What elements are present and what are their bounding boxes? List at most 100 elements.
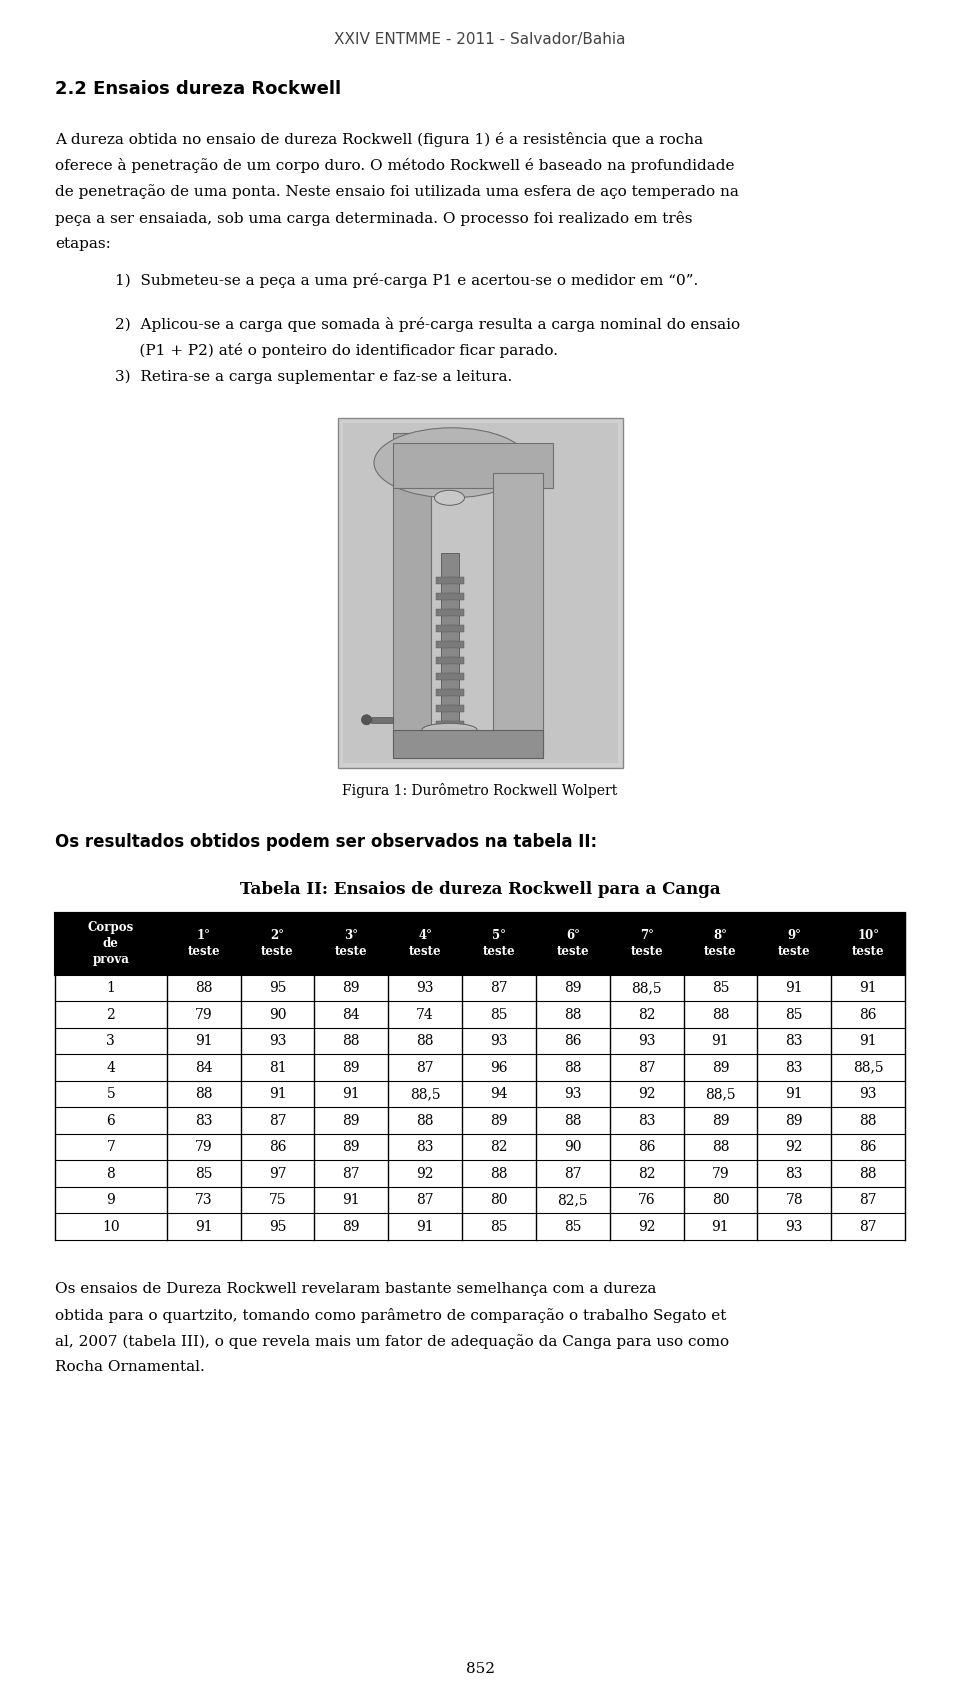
Bar	[55, 1002, 905, 1028]
Text: 88: 88	[195, 1087, 212, 1101]
Text: 89: 89	[343, 1060, 360, 1075]
Text: 97: 97	[269, 1167, 286, 1181]
Text: 91: 91	[859, 1034, 876, 1048]
Text: 852: 852	[466, 1661, 494, 1677]
Bar	[55, 1213, 905, 1241]
Text: 87: 87	[269, 1113, 286, 1128]
Bar	[393, 729, 542, 758]
Text: 92: 92	[637, 1220, 656, 1234]
Text: 10°
teste: 10° teste	[852, 929, 884, 958]
Text: 87: 87	[343, 1167, 360, 1181]
Bar	[436, 705, 464, 712]
Text: 85: 85	[491, 1007, 508, 1022]
Text: 84: 84	[343, 1007, 360, 1022]
Bar	[55, 1133, 905, 1160]
Text: 88: 88	[564, 1007, 582, 1022]
Text: 88: 88	[711, 1007, 730, 1022]
Text: (P1 + P2) até o ponteiro do identificador ficar parado.: (P1 + P2) até o ponteiro do identificado…	[115, 344, 558, 358]
Text: 93: 93	[859, 1087, 876, 1101]
Text: 91: 91	[195, 1034, 212, 1048]
Text: 91: 91	[785, 982, 804, 995]
Bar	[436, 608, 464, 615]
Text: 1°
teste: 1° teste	[187, 929, 220, 958]
Text: 89: 89	[343, 1220, 360, 1234]
Text: 88: 88	[343, 1034, 360, 1048]
Text: 91: 91	[343, 1087, 360, 1101]
Text: 91: 91	[343, 1193, 360, 1206]
Text: 86: 86	[564, 1034, 582, 1048]
Text: 83: 83	[785, 1034, 803, 1048]
Text: 93: 93	[269, 1034, 286, 1048]
Text: 4°
teste: 4° teste	[409, 929, 442, 958]
Text: 80: 80	[491, 1193, 508, 1206]
Text: 79: 79	[195, 1007, 212, 1022]
Text: 87: 87	[417, 1060, 434, 1075]
Text: 7°
teste: 7° teste	[631, 929, 663, 958]
Text: 93: 93	[491, 1034, 508, 1048]
Text: 88: 88	[564, 1113, 582, 1128]
Text: 91: 91	[711, 1220, 730, 1234]
Text: 91: 91	[417, 1220, 434, 1234]
Text: 75: 75	[269, 1193, 286, 1206]
Text: 2.2 Ensaios dureza Rockwell: 2.2 Ensaios dureza Rockwell	[55, 80, 341, 99]
Bar	[441, 552, 459, 733]
Text: 87: 87	[637, 1060, 656, 1075]
Text: 81: 81	[269, 1060, 286, 1075]
Bar	[436, 673, 464, 680]
Text: 91: 91	[859, 982, 876, 995]
Bar	[492, 472, 542, 753]
Text: 88: 88	[859, 1167, 876, 1181]
Text: 96: 96	[491, 1060, 508, 1075]
Text: Os resultados obtidos podem ser observados na tabela II:: Os resultados obtidos podem ser observad…	[55, 833, 597, 850]
Text: 89: 89	[564, 982, 582, 995]
Text: 95: 95	[269, 1220, 286, 1234]
Text: 89: 89	[343, 1140, 360, 1154]
Text: 85: 85	[195, 1167, 212, 1181]
Text: 3)  Retira-se a carga suplementar e faz-se a leitura.: 3) Retira-se a carga suplementar e faz-s…	[115, 370, 513, 383]
Bar	[55, 913, 905, 975]
Text: 88: 88	[711, 1140, 730, 1154]
Text: peça a ser ensaiada, sob uma carga determinada. O processo foi realizado em três: peça a ser ensaiada, sob uma carga deter…	[55, 211, 692, 225]
Text: 86: 86	[859, 1140, 876, 1154]
Text: Figura 1: Durômetro Rockwell Wolpert: Figura 1: Durômetro Rockwell Wolpert	[343, 782, 617, 797]
Text: 85: 85	[785, 1007, 803, 1022]
Text: 85: 85	[491, 1220, 508, 1234]
Text: 79: 79	[711, 1167, 730, 1181]
Text: 93: 93	[785, 1220, 803, 1234]
Text: 7: 7	[107, 1140, 115, 1154]
Bar	[393, 433, 430, 753]
Text: 84: 84	[195, 1060, 212, 1075]
Text: oferece à penetração de um corpo duro. O método Rockwell é baseado na profundida: oferece à penetração de um corpo duro. O…	[55, 158, 734, 174]
Text: 1)  Submeteu-se a peça a uma pré-carga P1 e acertou-se o medidor em “0”.: 1) Submeteu-se a peça a uma pré-carga P1…	[115, 273, 698, 288]
Bar	[436, 593, 464, 600]
Text: 9°
teste: 9° teste	[778, 929, 810, 958]
Text: 88: 88	[491, 1167, 508, 1181]
Text: 88,5: 88,5	[632, 982, 661, 995]
Text: 89: 89	[785, 1113, 803, 1128]
Text: Corpos
de
prova: Corpos de prova	[87, 922, 134, 966]
Text: 4: 4	[107, 1060, 115, 1075]
Text: 8°
teste: 8° teste	[704, 929, 736, 958]
Text: 2)  Aplicou-se a carga que somada à pré-carga resulta a carga nominal do ensaio: 2) Aplicou-se a carga que somada à pré-c…	[115, 317, 740, 332]
Text: 89: 89	[343, 982, 360, 995]
Text: 88: 88	[195, 982, 212, 995]
Text: 91: 91	[195, 1220, 212, 1234]
Text: 91: 91	[711, 1034, 730, 1048]
Bar	[393, 443, 553, 487]
Text: 88: 88	[417, 1113, 434, 1128]
Ellipse shape	[422, 722, 477, 736]
Text: 88: 88	[859, 1113, 876, 1128]
Bar	[55, 1055, 905, 1080]
Text: 93: 93	[637, 1034, 656, 1048]
Text: 83: 83	[417, 1140, 434, 1154]
Text: 79: 79	[195, 1140, 212, 1154]
Text: 86: 86	[269, 1140, 286, 1154]
Text: 88,5: 88,5	[705, 1087, 735, 1101]
Text: 83: 83	[637, 1113, 656, 1128]
Text: 82: 82	[491, 1140, 508, 1154]
Text: Rocha Ornamental.: Rocha Ornamental.	[55, 1360, 204, 1375]
Text: 92: 92	[637, 1087, 656, 1101]
Text: 90: 90	[269, 1007, 286, 1022]
Text: 93: 93	[417, 982, 434, 995]
Bar	[436, 656, 464, 665]
